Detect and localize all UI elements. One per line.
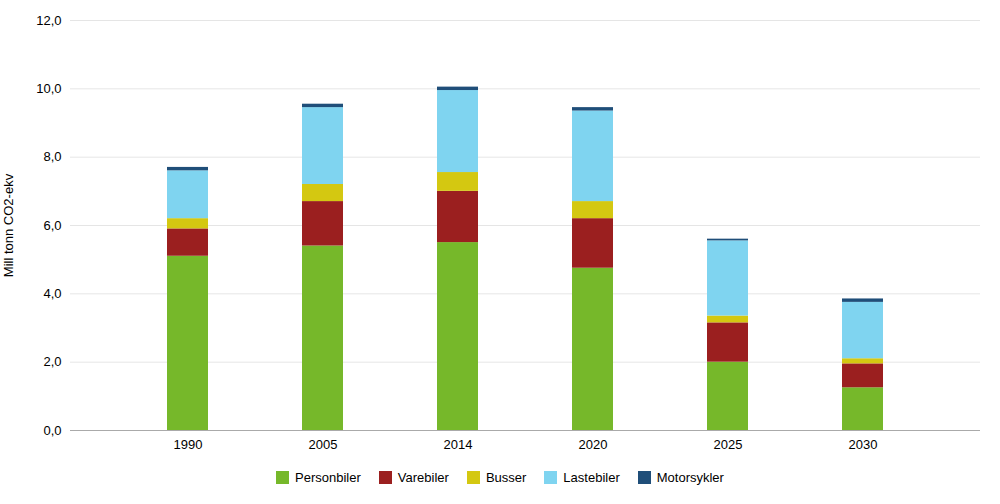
svg-text:2005: 2005	[309, 437, 338, 452]
svg-text:4,0: 4,0	[43, 286, 61, 301]
svg-text:6,0: 6,0	[43, 218, 61, 233]
svg-text:1990: 1990	[174, 437, 203, 452]
html-text:Motorsykler: Motorsykler	[656, 470, 724, 485]
svg-text:2020: 2020	[579, 437, 608, 452]
html-text:Busser: Busser	[485, 470, 527, 485]
svg-text:12,0: 12,0	[36, 13, 61, 28]
svg-text:Mill tonn CO2-ekv: Mill tonn CO2-ekv	[1, 173, 16, 277]
html-text:Personbiler: Personbiler	[295, 470, 361, 485]
svg-text:10,0: 10,0	[36, 81, 61, 96]
html-text:Varebiler: Varebiler	[397, 470, 449, 485]
html-text:Lastebiler: Lastebiler	[563, 470, 620, 485]
svg-text:2025: 2025	[714, 437, 743, 452]
svg-text:2030: 2030	[849, 437, 878, 452]
svg-text:2014: 2014	[444, 437, 473, 452]
svg-text:2,0: 2,0	[43, 354, 61, 369]
svg-text:0,0: 0,0	[43, 423, 61, 438]
svg-text:8,0: 8,0	[43, 149, 61, 164]
